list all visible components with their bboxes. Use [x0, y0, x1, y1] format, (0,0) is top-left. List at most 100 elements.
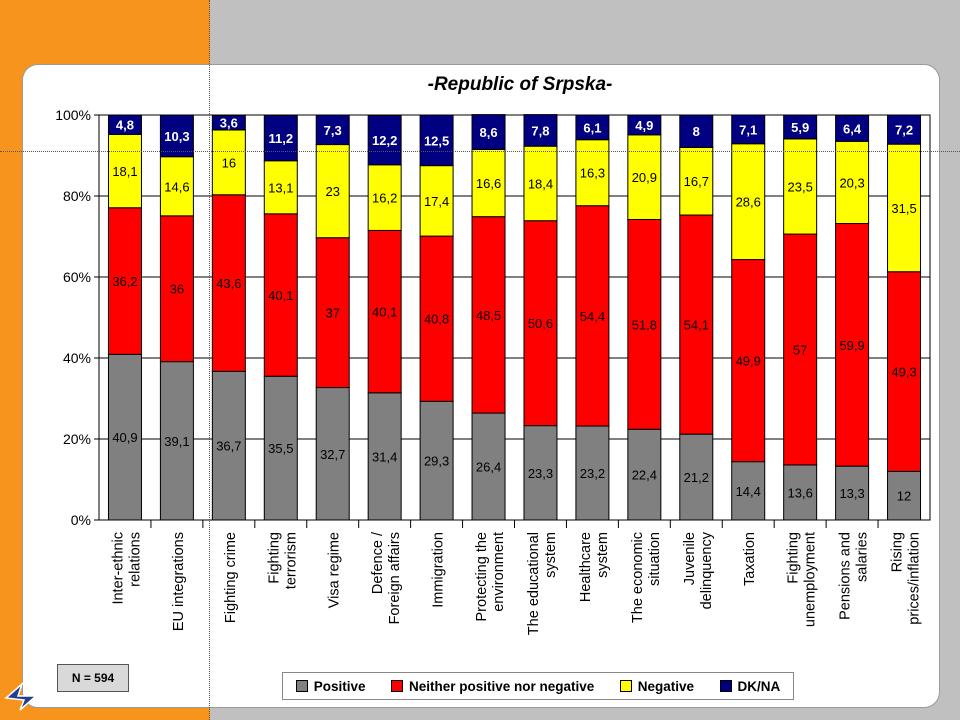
- data-label: 13,1: [268, 180, 293, 195]
- data-label: 54,4: [580, 309, 605, 324]
- legend-label: Positive: [313, 678, 366, 694]
- data-label: 36,7: [216, 439, 241, 454]
- data-label: 35,5: [268, 441, 293, 456]
- legend-label: Negative: [637, 678, 695, 694]
- x-category-label: salaries: [855, 532, 871, 582]
- x-category-label: Fighting: [786, 532, 802, 584]
- data-label: 23: [325, 184, 339, 199]
- bar-segment: [835, 140, 870, 225]
- data-label: 23,5: [788, 179, 813, 194]
- data-label: 32,7: [320, 447, 345, 462]
- bar-segment: [575, 205, 610, 427]
- bar-segment: [263, 375, 298, 521]
- bar-segment: [107, 353, 142, 521]
- data-label: 49,3: [891, 365, 916, 380]
- x-category-label: situation: [647, 532, 663, 586]
- bar-segment: [211, 114, 246, 131]
- chart-title: -Republic of Srpska-: [427, 74, 613, 95]
- data-label: 3,6: [220, 116, 238, 131]
- data-label: 7,2: [895, 123, 913, 138]
- bar-segment: [419, 235, 454, 402]
- bar-segment: [783, 114, 818, 140]
- bar-segment: [523, 145, 558, 222]
- data-label: 11,2: [268, 131, 293, 146]
- x-category-label: Pensions and: [838, 532, 854, 620]
- bar-segment: [575, 425, 610, 521]
- data-label: 39,1: [164, 434, 189, 449]
- bar-segment: [159, 361, 194, 521]
- bar-segment: [679, 433, 714, 521]
- x-category-label: Protecting the: [474, 532, 490, 621]
- x-category-label: EU integrations: [171, 532, 187, 631]
- bar-segment: [523, 114, 558, 147]
- data-label: 48,5: [476, 308, 501, 323]
- x-category-label: Foreign affairs: [387, 532, 403, 624]
- bar-segment: [627, 134, 662, 220]
- x-category-label: Inter-ethnic: [110, 532, 126, 605]
- bar-segment: [211, 194, 246, 372]
- data-label: 14,6: [164, 179, 189, 194]
- bar-segment: [367, 164, 402, 231]
- x-category-label: system: [543, 532, 559, 578]
- data-label: 7,3: [324, 123, 342, 138]
- data-label: 37: [325, 306, 339, 321]
- bar-segment: [211, 129, 246, 196]
- data-label: 40,1: [372, 305, 397, 320]
- data-label: 16,3: [580, 166, 605, 181]
- y-tick-label: 20%: [63, 431, 91, 447]
- data-label: 20,9: [632, 170, 657, 185]
- legend-swatch: [619, 680, 632, 692]
- bar-segment: [835, 114, 870, 142]
- data-label: 18,1: [112, 164, 137, 179]
- data-label: 4,8: [116, 118, 134, 133]
- x-category-label: Visa regime: [327, 532, 343, 608]
- y-tick-label: 100%: [55, 107, 91, 123]
- bar-segment: [679, 146, 714, 216]
- data-label: 17,4: [424, 194, 449, 209]
- bar-segment: [731, 461, 766, 521]
- x-category-label: delinquency: [699, 531, 715, 609]
- x-category-label: relations: [127, 532, 143, 587]
- x-category-label: unemployment: [803, 532, 819, 627]
- legend-item: Neither positive nor negative: [390, 679, 594, 694]
- data-label: 31,4: [372, 449, 397, 464]
- bar-segment: [679, 214, 714, 435]
- data-label: 40,8: [424, 312, 449, 327]
- x-category-label: Fighting crime: [223, 532, 239, 623]
- bar-segment: [367, 114, 402, 166]
- data-label: 36,2: [112, 274, 137, 289]
- legend-swatch: [719, 680, 732, 692]
- data-label: 54,1: [684, 318, 709, 333]
- data-label: 59,9: [839, 338, 864, 353]
- legend-swatch: [390, 680, 403, 692]
- bar-segment: [159, 114, 194, 158]
- bar-segment: [315, 387, 350, 521]
- data-label: 43,6: [216, 276, 241, 291]
- y-tick-label: 40%: [63, 350, 91, 366]
- data-label: 50,6: [528, 316, 553, 331]
- bar-segment: [107, 114, 142, 135]
- data-label: 21,2: [684, 470, 709, 485]
- legend-item: DK/NA: [719, 679, 780, 694]
- bar-segment: [887, 114, 922, 145]
- data-label: 12,5: [424, 133, 449, 148]
- bar-segment: [731, 114, 766, 145]
- legend-item: Positive: [295, 678, 366, 694]
- bar-segment: [315, 144, 350, 239]
- bar-segment: [419, 400, 454, 521]
- data-label: 31,5: [891, 201, 916, 216]
- data-label: 7,8: [531, 123, 549, 138]
- bar-segment: [263, 160, 298, 215]
- x-category-label: Fighting: [266, 532, 282, 584]
- dotted-guide-horizontal: [0, 151, 960, 152]
- bar-segment: [419, 114, 454, 167]
- data-label: 16,7: [684, 174, 709, 189]
- data-label: 8,6: [479, 125, 497, 140]
- data-label: 5,9: [791, 120, 809, 135]
- data-label: 12: [897, 489, 911, 504]
- x-category-label: system: [595, 532, 611, 578]
- bar-segment: [159, 215, 194, 363]
- bar-segment: [575, 114, 610, 141]
- chart-legend: Positive Neither positive nor negative Neg…: [282, 672, 794, 700]
- bar-segment: [367, 229, 402, 394]
